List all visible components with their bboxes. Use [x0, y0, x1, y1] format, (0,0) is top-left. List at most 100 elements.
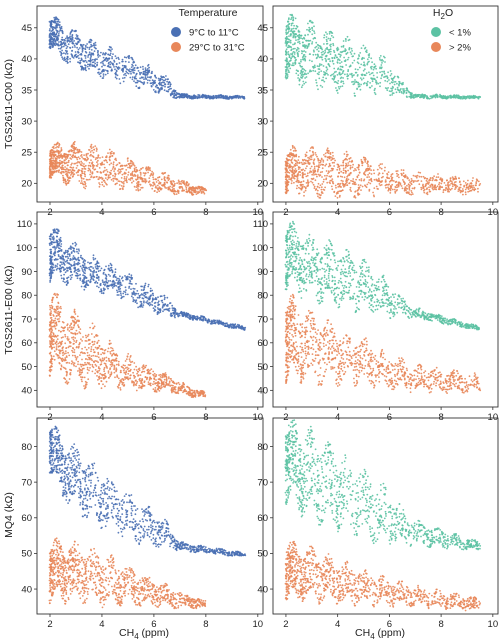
point [461, 188, 464, 190]
point [66, 58, 69, 61]
point [152, 184, 154, 187]
point [357, 188, 360, 191]
point [150, 75, 152, 78]
point [443, 182, 446, 184]
point [330, 179, 333, 182]
point [146, 76, 149, 78]
point [88, 168, 91, 171]
point [331, 161, 334, 164]
point [164, 78, 167, 81]
point [156, 191, 159, 194]
point [60, 150, 62, 152]
point [59, 47, 62, 50]
point [323, 80, 326, 83]
point [314, 37, 317, 40]
point [128, 287, 130, 289]
point [210, 97, 213, 100]
point [290, 161, 293, 164]
point [292, 177, 295, 179]
point [77, 51, 80, 54]
point [194, 187, 197, 190]
point [185, 183, 188, 185]
point [378, 179, 381, 182]
point [170, 181, 173, 184]
point [76, 149, 79, 151]
point [335, 192, 338, 195]
point [244, 326, 247, 329]
point [182, 93, 184, 95]
point [389, 189, 392, 192]
point [64, 53, 67, 55]
point [320, 63, 323, 66]
point [58, 154, 61, 157]
point [92, 156, 95, 159]
point [317, 88, 319, 91]
point [82, 157, 85, 160]
point [415, 176, 418, 179]
point [139, 174, 142, 176]
point [322, 180, 325, 183]
point [325, 163, 328, 166]
point [96, 51, 99, 54]
point [91, 45, 93, 47]
point [75, 146, 77, 149]
point [326, 159, 329, 161]
point [471, 96, 474, 99]
point [292, 154, 295, 157]
point [136, 79, 139, 82]
point [359, 52, 362, 54]
point [316, 175, 318, 178]
point [104, 169, 106, 172]
point [171, 92, 173, 95]
point [86, 65, 89, 68]
point [304, 72, 306, 75]
point [292, 47, 295, 50]
point [51, 255, 54, 258]
point [396, 175, 399, 178]
point [438, 181, 441, 184]
point [129, 76, 132, 79]
point [290, 18, 292, 21]
point [338, 184, 341, 187]
point [349, 164, 352, 167]
point [360, 179, 363, 182]
point [131, 58, 134, 61]
point [354, 79, 356, 81]
point [67, 36, 70, 39]
point [84, 55, 87, 57]
point [76, 37, 79, 40]
point [306, 165, 308, 168]
point [304, 81, 307, 84]
point [356, 176, 359, 179]
point [118, 78, 121, 80]
point [57, 151, 60, 154]
point [342, 183, 345, 185]
point [443, 97, 445, 99]
point [55, 159, 58, 162]
point [397, 185, 400, 188]
point [303, 68, 306, 71]
point [326, 68, 329, 71]
point [304, 77, 306, 79]
point [292, 150, 295, 152]
point [94, 266, 97, 268]
point [285, 175, 288, 178]
point [201, 94, 204, 97]
point [373, 195, 375, 198]
point [313, 174, 315, 176]
point [316, 155, 318, 158]
point [123, 56, 126, 59]
point [302, 80, 305, 83]
point [54, 34, 57, 36]
point [400, 90, 403, 93]
point [235, 97, 238, 99]
point [131, 78, 134, 81]
point [357, 58, 359, 60]
point [348, 38, 351, 41]
point [108, 163, 111, 166]
point [398, 82, 401, 85]
point [48, 274, 51, 277]
point [70, 172, 73, 175]
point [58, 164, 60, 167]
point [73, 148, 76, 151]
